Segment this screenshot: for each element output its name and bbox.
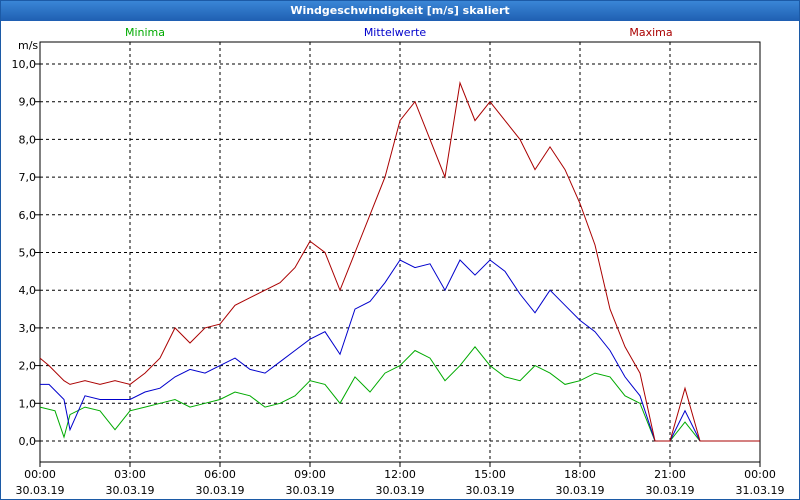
x-axis-ticks: 00:00 30.03.19 03:00 30.03.19 06:00 30.03.19 0… <box>16 462 785 497</box>
y-axis-label: m/s <box>18 39 38 52</box>
y-tick-label: 7,0 <box>19 171 37 184</box>
x-tick-time: 00:00 <box>24 468 56 481</box>
y-tick-label: 1,0 <box>19 397 37 410</box>
grid-lines <box>40 42 760 462</box>
x-tick-time: 00:00 <box>744 468 776 481</box>
x-tick-date: 30.03.19 <box>646 484 695 497</box>
x-tick-time: 18:00 <box>564 468 596 481</box>
legend-item-mittelwerte: Mittelwerte <box>364 26 427 39</box>
y-tick-label: 8,0 <box>19 133 37 146</box>
y-tick-label: 5,0 <box>19 247 37 260</box>
legend-item-maxima: Maxima <box>629 26 672 39</box>
series-line-minima <box>39 345 760 442</box>
x-tick-time: 21:00 <box>654 468 686 481</box>
x-tick-date: 30.03.19 <box>286 484 335 497</box>
x-tick-date: 30.03.19 <box>106 484 155 497</box>
x-tick-date: 30.03.19 <box>376 484 425 497</box>
x-tick-date: 30.03.19 <box>16 484 65 497</box>
y-tick-label: 0,0 <box>19 435 37 448</box>
x-tick-date: 30.03.19 <box>196 484 245 497</box>
y-axis-ticks: 0,0 1,0 2,0 3,0 4,0 5,0 6,0 7,0 8,0 9,0 10,0 <box>12 58 40 448</box>
x-tick-time: 12:00 <box>384 468 416 481</box>
x-tick-date: 30.03.19 <box>556 484 605 497</box>
x-tick-time: 06:00 <box>204 468 236 481</box>
y-tick-label: 10,0 <box>12 58 37 71</box>
chart-title: Windgeschwindigkeit [m/s] skaliert <box>1 1 799 21</box>
series-lines <box>39 81 760 442</box>
legend-item-minima: Minima <box>125 26 165 39</box>
series-line-maxima <box>39 81 760 442</box>
series-line-mittelwerte <box>40 259 760 442</box>
x-tick-time: 09:00 <box>294 468 326 481</box>
y-tick-label: 4,0 <box>19 284 37 297</box>
x-tick-time: 15:00 <box>474 468 506 481</box>
y-tick-label: 3,0 <box>19 322 37 335</box>
x-tick-date: 30.03.19 <box>466 484 515 497</box>
y-tick-label: 9,0 <box>19 96 37 109</box>
x-tick-time: 03:00 <box>114 468 146 481</box>
y-tick-label: 6,0 <box>19 209 37 222</box>
y-tick-label: 2,0 <box>19 360 37 373</box>
legend: Minima Mittelwerte Maxima <box>125 26 673 39</box>
x-tick-date: 31.03.19 <box>736 484 785 497</box>
